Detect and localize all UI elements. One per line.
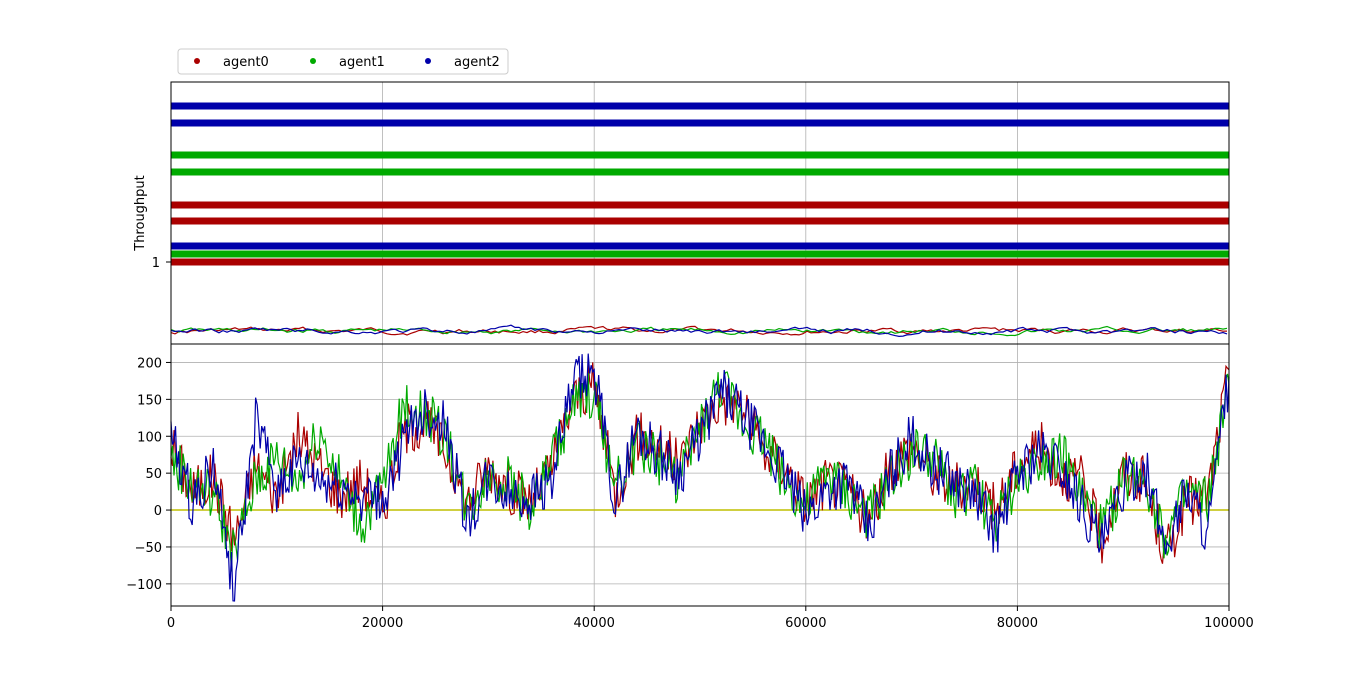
legend-frame	[177, 48, 509, 75]
legend-marker-agent2	[425, 58, 431, 64]
x-tick-label: 40000	[574, 616, 615, 631]
legend-label-agent0: agent0	[223, 55, 269, 70]
x-tick-label: 80000	[997, 616, 1038, 631]
x-tick-label: 0	[167, 616, 175, 631]
x-tick-label: 20000	[362, 616, 403, 631]
top-panel-throughput-traces	[170, 324, 1228, 338]
bottom-panel-frame	[170, 343, 1230, 607]
y-tick-label: 200	[137, 356, 162, 371]
legend: agent0 agent1 agent2	[177, 48, 509, 75]
series-line-agent1	[170, 371, 1230, 572]
top-panel-dot-bands	[171, 102, 1229, 266]
bottom-panel-series	[170, 353, 1230, 602]
x-axis-ticks: 0 20000 40000 60000 80000 100000	[167, 606, 1254, 631]
legend-marker-agent0	[194, 58, 200, 64]
top-y-tick-label-1: 1	[152, 256, 160, 271]
y-tick-label: −100	[126, 578, 162, 593]
top-panel: 1 Throughput	[133, 81, 1230, 345]
y-tick-label: 100	[137, 430, 162, 445]
y-tick-label: 50	[145, 467, 162, 482]
top-y-axis-label: Throughput	[133, 175, 148, 252]
bottom-y-ticks: −100 −50 0 50 100 150 200	[126, 356, 171, 593]
legend-label-agent1: agent1	[339, 55, 385, 70]
series-line-agent2	[170, 353, 1230, 602]
legend-label-agent2: agent2	[454, 55, 500, 70]
x-tick-label: 100000	[1204, 616, 1254, 631]
y-tick-label: 0	[154, 504, 162, 519]
x-tick-label: 60000	[785, 616, 826, 631]
throughput-trace-agent2	[170, 324, 1228, 338]
legend-marker-agent1	[310, 58, 316, 64]
y-tick-label: −50	[135, 541, 162, 556]
y-tick-label: 150	[137, 393, 162, 408]
bottom-panel: −100 −50 0 50 100 150 200 0 20000 40000 60000 8000…	[126, 343, 1254, 631]
